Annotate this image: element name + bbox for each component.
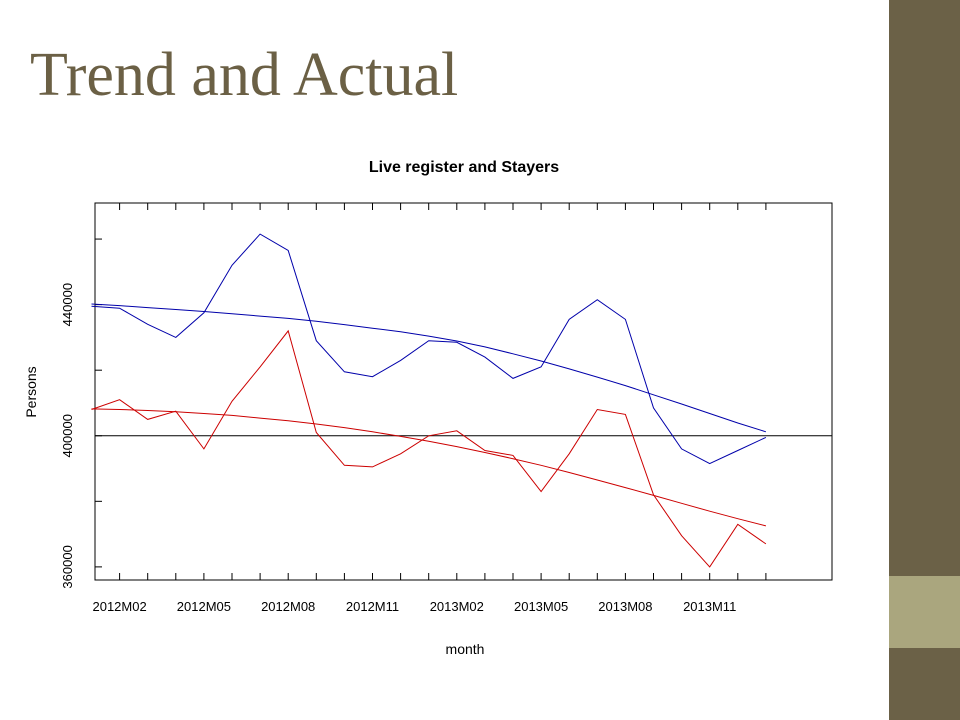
x-tick-label: 2013M08	[598, 599, 652, 614]
decorative-side-bar-bottom	[889, 648, 960, 720]
x-tick-label: 2013M05	[514, 599, 568, 614]
y-tick-label: 440000	[60, 283, 75, 326]
plot-frame	[94, 202, 833, 581]
x-tick-label: 2012M11	[346, 599, 399, 614]
x-tick-label: 2013M11	[683, 599, 736, 614]
series-line-2	[91, 303, 767, 433]
series-line-1	[91, 233, 767, 465]
series-line-3	[91, 329, 767, 568]
line-chart: Live register and Stayers month Persons …	[23, 159, 833, 657]
decorative-side-bar-middle	[889, 576, 960, 648]
x-tick-label: 2012M08	[261, 599, 315, 614]
y-tick-label: 360000	[60, 545, 75, 588]
y-tick-label: 400000	[60, 414, 75, 457]
x-axis-label: month	[446, 641, 485, 657]
slide-title: Trend and Actual	[30, 41, 459, 109]
x-tick-label: 2012M02	[92, 599, 146, 614]
x-tick-label: 2013M02	[430, 599, 484, 614]
decorative-side-bar-top	[889, 0, 960, 576]
chart-title: Live register and Stayers	[369, 159, 559, 176]
series-line-4	[91, 408, 767, 527]
y-axis-label: Persons	[23, 366, 39, 417]
x-tick-label: 2012M05	[177, 599, 231, 614]
